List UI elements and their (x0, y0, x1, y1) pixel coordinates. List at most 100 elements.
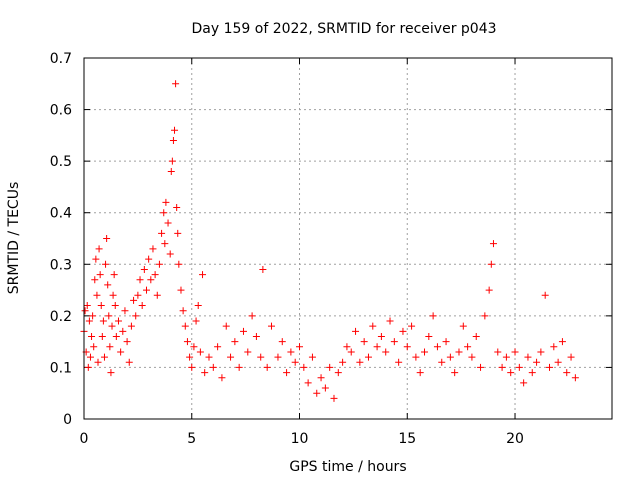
data-point (317, 374, 325, 382)
data-point (334, 369, 342, 377)
data-point (541, 291, 549, 299)
data-point (107, 369, 115, 377)
data-point (339, 358, 347, 366)
data-point (403, 343, 411, 351)
data-point (119, 327, 127, 335)
data-point (356, 358, 364, 366)
data-point (196, 348, 204, 356)
y-tick-label: 0.3 (50, 257, 72, 273)
data-point (326, 363, 334, 371)
data-point (147, 276, 155, 284)
data-point (114, 317, 122, 325)
data-point (395, 358, 403, 366)
data-point (130, 296, 138, 304)
data-point (425, 332, 433, 340)
data-point (377, 332, 385, 340)
data-point (267, 322, 275, 330)
data-point (205, 353, 213, 361)
y-tick-label: 0.1 (50, 360, 72, 376)
data-point (502, 353, 510, 361)
data-point (451, 369, 459, 377)
chart-title: Day 159 of 2022, SRMTID for receiver p04… (191, 21, 496, 37)
data-point (105, 312, 113, 320)
y-tick-label: 0 (63, 412, 72, 428)
x-axis-label: GPS time / hours (289, 459, 406, 475)
data-point (96, 271, 104, 279)
data-point (438, 358, 446, 366)
data-point (100, 353, 108, 361)
data-point (95, 245, 103, 253)
data-point (360, 338, 368, 346)
data-point (81, 307, 89, 315)
data-point (563, 369, 571, 377)
data-point (408, 322, 416, 330)
data-point (121, 307, 129, 315)
data-point (283, 369, 291, 377)
data-point (179, 307, 187, 315)
y-axis-label: SRMTID / TECUs (6, 182, 22, 295)
data-point (169, 137, 177, 145)
data-point (104, 281, 112, 289)
data-point (386, 317, 394, 325)
data-point (123, 338, 131, 346)
data-point (528, 369, 536, 377)
data-point (158, 229, 166, 237)
data-point (390, 338, 398, 346)
data-point (472, 332, 480, 340)
data-point (227, 353, 235, 361)
data-point (117, 348, 125, 356)
data-point (125, 358, 133, 366)
data-point (89, 312, 97, 320)
data-point (194, 302, 202, 310)
data-point (164, 219, 172, 227)
y-tick-label: 0.6 (50, 103, 72, 119)
data-point (244, 348, 252, 356)
data-point (464, 343, 472, 351)
data-point (166, 250, 174, 258)
data-point (94, 358, 102, 366)
data-point (136, 276, 144, 284)
data-point (511, 348, 519, 356)
data-point (132, 312, 140, 320)
data-point (287, 348, 295, 356)
data-point (181, 322, 189, 330)
data-point (177, 286, 185, 294)
data-point (300, 363, 308, 371)
data-point (257, 353, 265, 361)
data-point (201, 369, 209, 377)
data-point (140, 265, 148, 273)
data-point (248, 312, 256, 320)
x-tick-label: 20 (506, 431, 524, 447)
data-point (174, 229, 182, 237)
data-point (90, 343, 98, 351)
data-point (296, 343, 304, 351)
data-point (239, 327, 247, 335)
data-point (291, 358, 299, 366)
data-point (162, 198, 170, 206)
y-tick-label: 0.4 (50, 206, 72, 222)
data-point (567, 353, 575, 361)
data-point (109, 291, 117, 299)
data-point (83, 302, 91, 310)
data-point (259, 265, 267, 273)
data-point (85, 317, 93, 325)
data-point (477, 363, 485, 371)
data-point (558, 338, 566, 346)
data-point (168, 157, 176, 165)
data-point (455, 348, 463, 356)
data-point (446, 353, 454, 361)
data-point (127, 322, 135, 330)
data-point (106, 343, 114, 351)
data-point (494, 348, 502, 356)
x-tick-label: 5 (187, 431, 196, 447)
data-point (172, 80, 180, 88)
data-point (235, 363, 243, 371)
data-point (571, 374, 579, 382)
data-point (92, 255, 100, 263)
data-point (550, 343, 558, 351)
data-point (161, 240, 169, 248)
data-point (188, 363, 196, 371)
data-point (382, 348, 390, 356)
data-point (421, 348, 429, 356)
data-point (91, 276, 99, 284)
